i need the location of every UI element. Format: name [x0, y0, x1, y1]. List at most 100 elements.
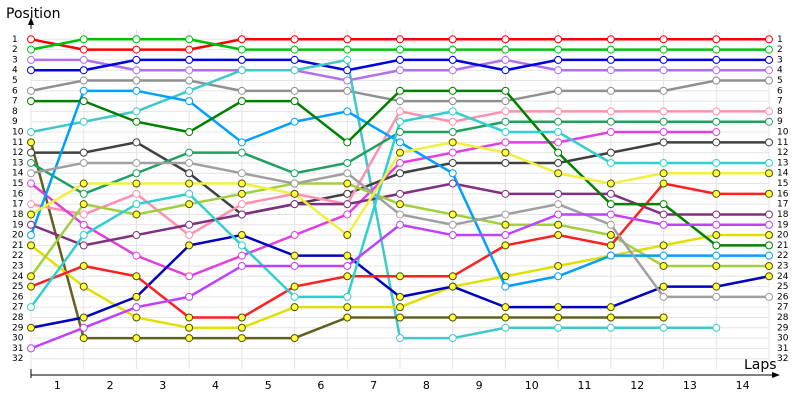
y-tick-label: 18 — [12, 210, 24, 220]
point-marker — [343, 261, 352, 270]
point-marker — [501, 35, 510, 44]
y-tick-label: 15 — [12, 179, 23, 189]
point-marker — [343, 107, 352, 116]
point-marker — [237, 261, 246, 270]
point-marker — [448, 220, 457, 229]
x-tick-label: 3 — [159, 379, 166, 392]
point-marker — [185, 55, 194, 64]
point-marker — [343, 272, 352, 281]
point-marker — [765, 189, 773, 198]
point-marker — [132, 272, 141, 281]
point-marker — [501, 158, 510, 167]
point-marker — [712, 128, 721, 137]
point-marker — [554, 66, 563, 75]
y-tick-label: 2 — [12, 45, 18, 55]
point-marker — [79, 220, 88, 229]
point-marker — [290, 55, 299, 64]
point-marker — [237, 241, 246, 250]
point-marker — [659, 261, 668, 270]
point-marker — [237, 148, 246, 157]
y-tick-label-right: 18 — [777, 210, 789, 220]
point-marker — [185, 158, 194, 167]
y-tick-label: 28 — [12, 313, 24, 323]
point-marker — [659, 107, 668, 116]
point-marker — [343, 210, 352, 219]
point-marker — [659, 117, 668, 126]
point-marker — [290, 45, 299, 54]
point-marker — [448, 138, 457, 147]
point-marker — [501, 323, 510, 332]
point-marker — [132, 303, 141, 312]
point-marker — [79, 241, 88, 250]
y-tick-label-right: 19 — [777, 220, 789, 230]
y-tick-label: 9 — [12, 117, 18, 127]
point-marker — [606, 189, 615, 198]
point-marker — [27, 97, 35, 106]
point-marker — [712, 66, 721, 75]
y-tick-label: 31 — [12, 344, 23, 354]
point-marker — [132, 210, 141, 219]
y-tick-label-right: 32 — [777, 354, 788, 364]
point-marker — [343, 138, 352, 147]
point-marker — [448, 117, 457, 126]
point-marker — [290, 282, 299, 291]
point-marker — [290, 179, 299, 188]
point-marker — [27, 66, 35, 75]
point-marker — [765, 45, 773, 54]
point-marker — [343, 66, 352, 75]
x-tick-label: 2 — [107, 379, 114, 392]
x-tick-label: 10 — [525, 379, 539, 392]
y-tick-label-right: 27 — [777, 303, 788, 313]
point-marker — [27, 148, 35, 157]
point-marker — [712, 189, 721, 198]
point-marker — [501, 303, 510, 312]
point-marker — [290, 200, 299, 209]
x-tick-label: 11 — [578, 379, 592, 392]
y-tick-label: 21 — [12, 241, 23, 251]
point-marker — [448, 86, 457, 95]
point-marker — [396, 148, 404, 157]
point-marker — [343, 55, 352, 64]
point-marker — [501, 45, 510, 54]
point-marker — [79, 35, 88, 44]
point-marker — [765, 251, 773, 260]
point-marker — [132, 231, 141, 240]
point-marker — [396, 220, 404, 229]
point-marker — [343, 86, 352, 95]
point-marker — [712, 282, 721, 291]
point-marker — [79, 323, 88, 332]
point-marker — [448, 169, 457, 178]
point-marker — [132, 169, 141, 178]
point-marker — [606, 148, 615, 157]
point-marker — [343, 313, 352, 322]
point-marker — [132, 251, 141, 260]
point-marker — [237, 231, 246, 240]
point-marker — [237, 66, 246, 75]
point-marker — [27, 303, 35, 312]
point-marker — [132, 292, 141, 301]
point-marker — [765, 35, 773, 44]
point-marker — [501, 117, 510, 126]
point-marker — [554, 220, 563, 229]
y-tick-label: 14 — [12, 169, 24, 179]
point-marker — [132, 179, 141, 188]
point-marker — [606, 35, 615, 44]
point-marker — [27, 86, 35, 95]
point-marker — [712, 35, 721, 44]
point-marker — [712, 138, 721, 147]
point-marker — [501, 231, 510, 240]
y-tick-label: 20 — [12, 231, 24, 241]
y-axis-title: Position — [6, 6, 61, 22]
point-marker — [79, 45, 88, 54]
point-marker — [27, 220, 35, 229]
point-marker — [185, 76, 194, 85]
point-marker — [606, 117, 615, 126]
point-marker — [554, 303, 563, 312]
point-marker — [343, 169, 352, 178]
y-tick-label: 5 — [12, 76, 18, 86]
y-tick-label: 13 — [12, 158, 23, 168]
x-tick-label: 14 — [736, 379, 750, 392]
point-marker — [501, 282, 510, 291]
y-tick-label: 17 — [12, 200, 23, 210]
point-marker — [27, 138, 35, 147]
